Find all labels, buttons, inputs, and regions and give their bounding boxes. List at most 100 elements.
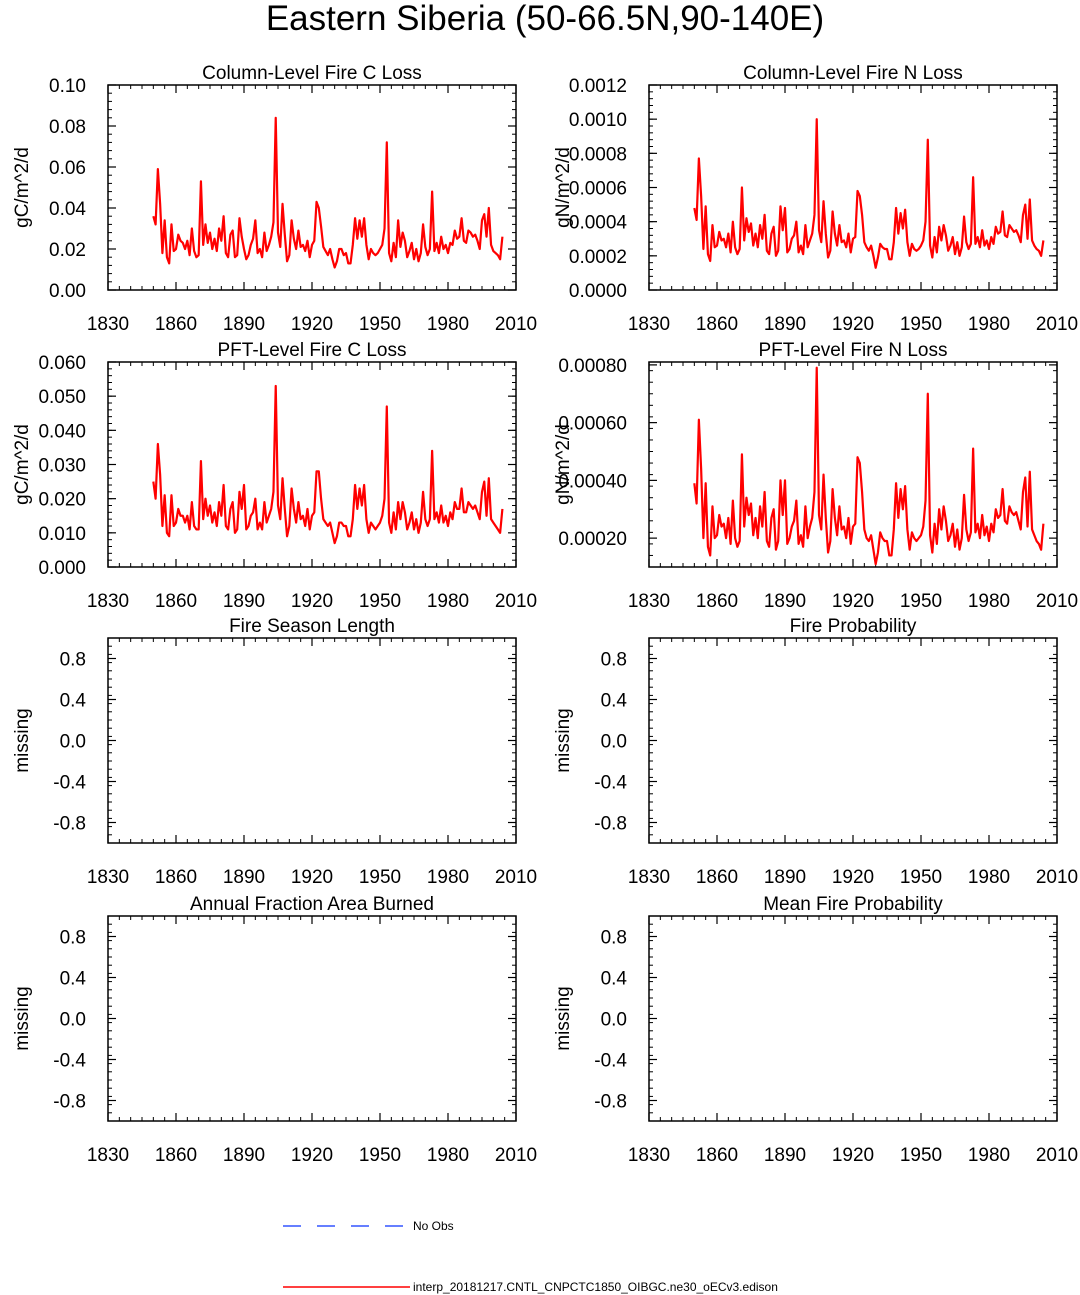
y-tick-label: 0.0002	[569, 247, 627, 268]
y-tick-label: 0.0	[601, 732, 627, 753]
panel-title: PFT-Level Fire N Loss	[759, 340, 948, 361]
y-axis-label: missing	[12, 986, 33, 1050]
y-tick-label: -0.4	[53, 773, 86, 794]
x-tick-label: 1920	[291, 314, 333, 335]
panel-fp: Fire Probability missing 1830 1860 1890 1920 1…	[553, 616, 1078, 888]
y-tick-label: 0.000	[38, 558, 86, 579]
y-tick-label: 0.8	[60, 928, 86, 949]
x-tick-label: 2010	[495, 1145, 537, 1166]
x-tick-label: 1890	[764, 867, 806, 888]
y-tick-label: 0.02	[49, 240, 86, 261]
panel-col-n: Column-Level Fire N Loss gN/m^2/d 1830 1860…	[553, 63, 1078, 335]
x-tick-label: 1950	[900, 1145, 942, 1166]
y-tick-label: 0.4	[60, 969, 87, 990]
x-tick-label: 1950	[359, 1145, 401, 1166]
y-tick-label: 0.10	[49, 76, 86, 97]
x-tick-label: 1830	[87, 591, 129, 612]
x-tick-label: 1890	[223, 867, 265, 888]
y-tick-label: -0.8	[53, 814, 86, 835]
y-tick-label: 0.0012	[569, 76, 627, 97]
x-tick-label: 2010	[1036, 867, 1078, 888]
figure-title: Eastern Siberia (50-66.5N,90-140E)	[266, 0, 824, 38]
y-tick-label: 0.08	[49, 117, 86, 138]
x-tick-label: 1890	[764, 314, 806, 335]
y-tick-label: 0.0006	[569, 179, 627, 200]
y-tick-label: 0.00	[49, 281, 86, 302]
y-tick-label: 0.00020	[558, 529, 627, 550]
x-tick-label: 1860	[696, 314, 738, 335]
y-tick-label: 0.0004	[569, 213, 628, 234]
x-tick-label: 1920	[291, 867, 333, 888]
legend: No Obs interp_20181217.CNTL_CNPCTC1850_O…	[283, 1219, 778, 1294]
series-line-model	[152, 116, 504, 269]
y-tick-label: 0.010	[38, 524, 86, 545]
y-tick-label: 0.00080	[558, 356, 627, 377]
panel-title: Mean Fire Probability	[763, 894, 943, 915]
panel-title: PFT-Level Fire C Loss	[218, 340, 407, 361]
y-axis-label: gN/m^2/d	[553, 147, 574, 228]
x-tick-label: 1980	[968, 867, 1010, 888]
x-tick-label: 2010	[1036, 314, 1078, 335]
x-tick-label: 1950	[900, 591, 942, 612]
x-tick-label: 1830	[628, 314, 670, 335]
y-axis-label: missing	[12, 708, 33, 772]
panel-pft-n: PFT-Level Fire N Loss gN/m^2/d 1830 1860 189…	[553, 340, 1078, 612]
panel-col-c: Column-Level Fire C Loss gC/m^2/d 1830 1860…	[12, 63, 537, 335]
panel-title: Annual Fraction Area Burned	[190, 894, 434, 915]
x-tick-label: 2010	[495, 314, 537, 335]
y-axis-label: missing	[553, 708, 574, 772]
x-tick-label: 1980	[968, 591, 1010, 612]
legend-label-no-obs: No Obs	[413, 1219, 454, 1233]
x-tick-label: 1830	[628, 867, 670, 888]
x-tick-label: 1860	[696, 867, 738, 888]
x-tick-label: 1980	[968, 1145, 1010, 1166]
series-line-model	[693, 366, 1045, 566]
x-tick-label: 1920	[832, 867, 874, 888]
x-tick-label: 1920	[832, 1145, 874, 1166]
y-tick-label: 0.00040	[558, 471, 627, 492]
x-tick-label: 1830	[628, 1145, 670, 1166]
y-tick-label: -0.4	[594, 773, 627, 794]
y-tick-label: 0.020	[38, 490, 86, 511]
x-tick-label: 2010	[1036, 1145, 1078, 1166]
y-tick-label: 0.8	[601, 650, 627, 671]
x-tick-label: 2010	[495, 591, 537, 612]
y-tick-label: 0.0	[601, 1010, 627, 1031]
x-tick-label: 1920	[291, 1145, 333, 1166]
y-tick-label: 0.4	[60, 691, 87, 712]
x-tick-label: 1860	[155, 867, 197, 888]
x-tick-label: 1890	[223, 591, 265, 612]
x-tick-label: 1980	[427, 591, 469, 612]
x-tick-label: 1890	[764, 1145, 806, 1166]
x-tick-label: 2010	[495, 867, 537, 888]
y-tick-label: 0.4	[601, 969, 628, 990]
y-tick-label: 0.040	[38, 421, 86, 442]
y-axis-label: gN/m^2/d	[553, 424, 574, 505]
plot-frame	[648, 915, 1058, 1122]
y-axis-label: gC/m^2/d	[12, 147, 33, 228]
y-tick-label: 0.06	[49, 158, 86, 179]
series-line-model	[152, 384, 504, 545]
y-tick-label: 0.04	[49, 199, 86, 220]
x-tick-label: 1980	[427, 867, 469, 888]
x-tick-label: 1950	[900, 314, 942, 335]
y-tick-label: 0.0	[60, 732, 86, 753]
y-tick-label: 0.0	[60, 1010, 86, 1031]
x-tick-label: 1860	[155, 1145, 197, 1166]
y-tick-label: 0.00060	[558, 414, 627, 435]
y-tick-label: 0.0010	[569, 110, 627, 131]
x-tick-label: 1830	[628, 591, 670, 612]
y-tick-label: -0.8	[53, 1092, 86, 1113]
x-tick-label: 1830	[87, 867, 129, 888]
panel-pft-c: PFT-Level Fire C Loss gC/m^2/d 1830 1860 189…	[12, 340, 537, 612]
x-tick-label: 1950	[359, 314, 401, 335]
x-tick-label: 1890	[764, 591, 806, 612]
plot-frame	[648, 637, 1058, 844]
y-tick-label: -0.8	[594, 1092, 627, 1113]
x-tick-label: 1950	[359, 867, 401, 888]
y-tick-label: 0.4	[601, 691, 628, 712]
y-tick-label: 0.8	[601, 928, 627, 949]
x-tick-label: 1950	[900, 867, 942, 888]
x-tick-label: 2010	[1036, 591, 1078, 612]
